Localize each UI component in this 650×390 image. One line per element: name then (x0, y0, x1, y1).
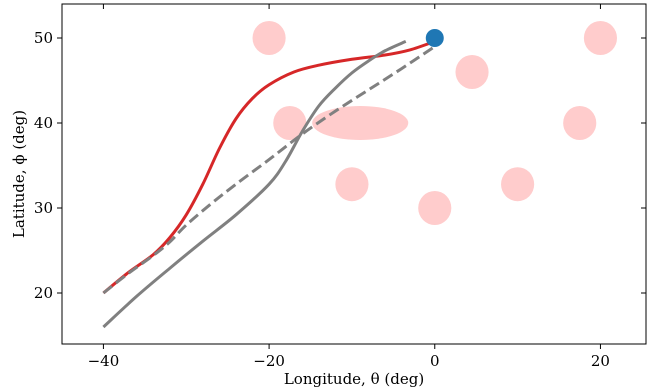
x-tick-label: −20 (253, 352, 285, 370)
region-circle-7 (501, 167, 535, 202)
region-circle-8 (418, 191, 452, 225)
region-ellipse-1 (312, 106, 409, 140)
x-axis-label: Longitude, θ (deg) (284, 370, 424, 388)
region-circle-6 (335, 167, 369, 202)
region-circle-4 (273, 106, 307, 140)
x-tick-label: 20 (591, 352, 610, 370)
region-circle-3 (455, 55, 489, 89)
region-circle-2 (583, 21, 618, 55)
plot-frame (61, 3, 647, 345)
x-tick-label: −40 (88, 352, 120, 370)
y-axis-label: Latitude, ϕ (deg) (10, 110, 28, 238)
ticks-layer: −40 −20 0 20 20 30 40 50 (34, 4, 646, 370)
x-tick-label: 0 (430, 352, 440, 370)
regions-layer (252, 21, 618, 225)
y-tick-label: 40 (34, 114, 53, 132)
series-line-1 (102, 39, 436, 295)
region-circle-5 (563, 106, 597, 140)
series-line-3 (102, 40, 407, 329)
markers-layer (425, 29, 444, 47)
y-tick-label: 50 (34, 29, 53, 47)
marker-point-1 (425, 29, 444, 47)
region-circle-1 (252, 21, 286, 55)
lines-layer (102, 39, 436, 329)
y-tick-label: 20 (34, 284, 53, 302)
y-tick-label: 30 (34, 199, 53, 217)
